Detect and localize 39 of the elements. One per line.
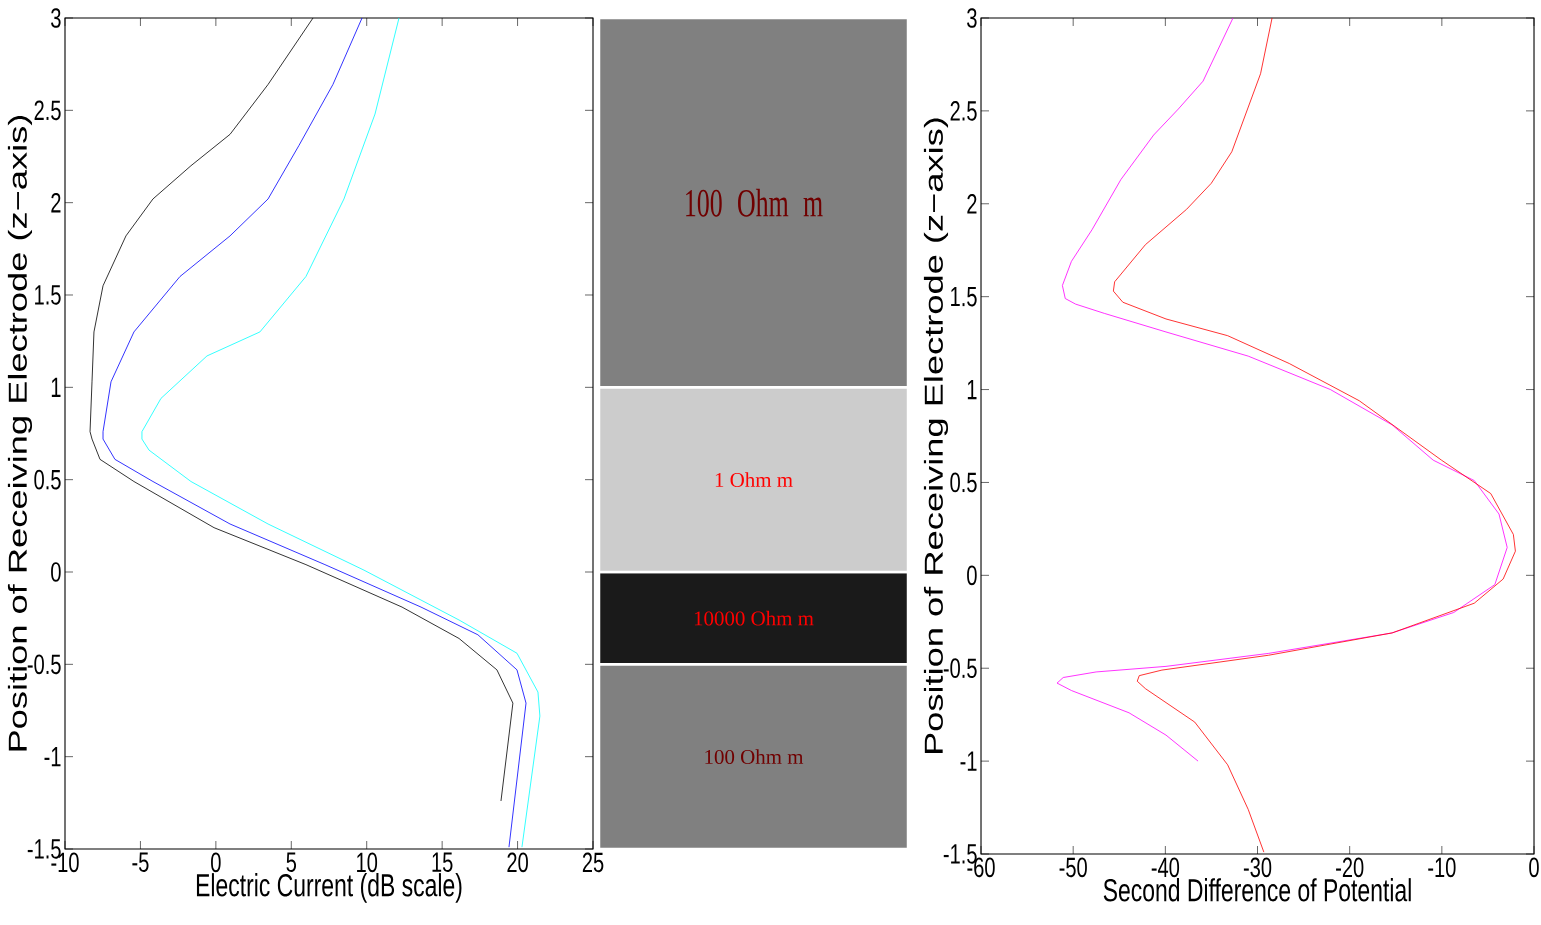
y-tick-label: 0.5	[950, 472, 977, 493]
x-tick-label: -50	[1059, 857, 1087, 878]
series-label: 1 Ohm m	[715, 472, 793, 488]
x-axis-title: Second Difference of Potential	[1103, 878, 1411, 902]
y-tick-label: 2	[51, 192, 61, 213]
y-tick-label: 1.5	[951, 286, 977, 307]
x-tick-label: -30	[1243, 857, 1272, 878]
y-tick-label: -0.5	[27, 654, 61, 675]
y-tick-label: -1	[44, 747, 61, 767]
y-tick-label: 0	[51, 562, 61, 582]
x-tick-label: -20	[1336, 857, 1364, 878]
x-tick-label: 20	[507, 852, 528, 873]
x-tick-label: 10	[357, 852, 378, 873]
y-tick-label: 3	[51, 8, 61, 28]
y-tick-label: 3	[967, 8, 977, 28]
y-tick-label: 2.5	[950, 101, 977, 121]
line-series	[1056, 17, 1508, 762]
y-tick-label: 1	[967, 379, 977, 400]
series-label: 10000 Ohm m	[694, 610, 814, 626]
series-label: 100 Ohm m	[686, 188, 823, 217]
y-tick-label: 0	[967, 565, 977, 586]
x-tick-label: -10	[1428, 857, 1456, 878]
x-tick-label: 0	[1529, 857, 1539, 878]
x-tick-label: 25	[582, 852, 604, 873]
x-axis-title: Electric Current (dB scale)	[196, 873, 462, 903]
y-tick-label: 1	[51, 377, 61, 397]
series-label: 100 Ohm m	[705, 749, 804, 765]
x-tick-label: 0	[211, 852, 221, 873]
y-tick-label: 1.5	[35, 285, 61, 305]
x-tick-label: 15	[432, 852, 453, 872]
x-tick-label: -5	[132, 852, 149, 872]
x-tick-label: 5	[286, 852, 297, 872]
y-tick-label: 0.5	[34, 469, 61, 490]
line-series	[1112, 17, 1516, 853]
y-tick-label: -1	[960, 751, 977, 771]
y-tick-label: -0.5	[943, 658, 977, 679]
y-tick-label: 2.5	[34, 100, 61, 121]
x-tick-label: -40	[1151, 857, 1180, 878]
y-tick-label: 2	[967, 194, 977, 214]
